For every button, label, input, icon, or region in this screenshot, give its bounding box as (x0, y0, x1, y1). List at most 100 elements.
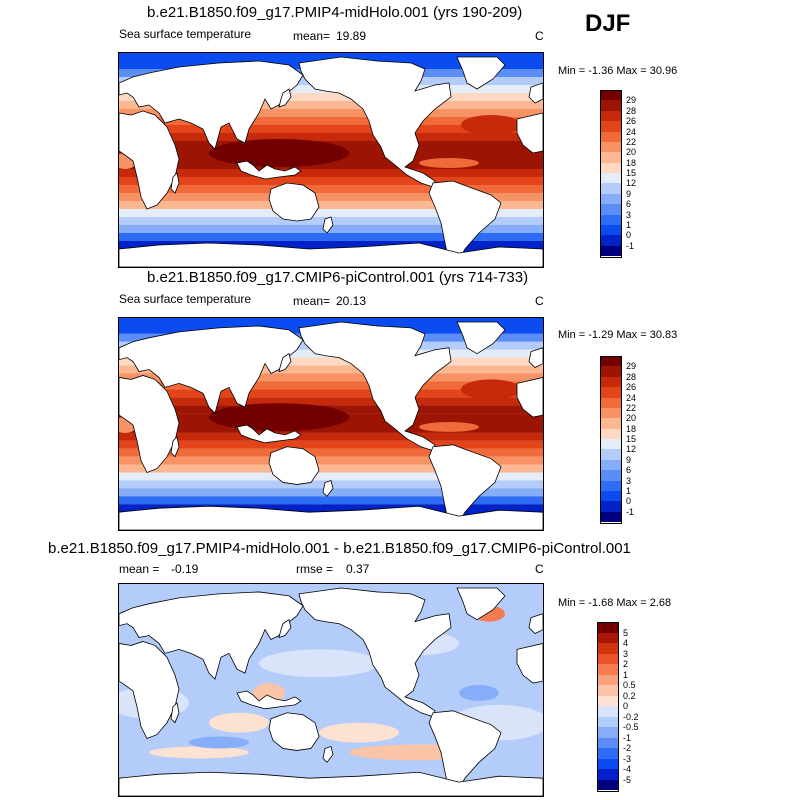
colorbar-level-label: 2 (623, 659, 629, 669)
colorbar-level-label: -0.5 (623, 722, 639, 732)
panel-1-title: b.e21.B1850.f09_g17.PMIP4-midHolo.001 (y… (147, 4, 523, 21)
panel-2-units: C (535, 294, 544, 308)
colorbar-level-label: 9 (626, 454, 632, 465)
colorbar-level-label: 0 (623, 701, 629, 711)
season-label: DJF (585, 10, 631, 37)
madagascar-landmass (170, 436, 180, 458)
madagascar-landmass (170, 702, 180, 724)
colorbar-level-label: 28 (626, 371, 637, 382)
colorbar-level-label: 20 (626, 413, 637, 424)
panel-1-mean-label: mean= (293, 29, 331, 43)
colorbar-level-label: 0.2 (623, 690, 636, 701)
panel-2-mean-value: 20.13 (336, 294, 367, 308)
antarctica-landmass (119, 242, 543, 267)
eurasia-landmass (119, 60, 304, 150)
colorbar-frame (597, 622, 619, 792)
europe-east-landmass (528, 82, 543, 104)
panel-3-colorbar: 5 4 3 2 1 0.5 0.2 0 -0.2 -0.5 -1 -2 -3 -4 -5 (597, 622, 657, 792)
colorbar-level-label: 29 (626, 361, 637, 372)
africa-landmass (119, 641, 180, 740)
indonesia-landmass (236, 160, 302, 180)
colorbar-level-label: 22 (626, 136, 637, 147)
colorbar-level-label: 1 (623, 669, 629, 680)
panel-3-mean-label: mean = (119, 562, 160, 576)
colorbar-level-label: -5 (623, 774, 632, 785)
africa-west-landmass (516, 377, 543, 418)
colorbar-level-label: 15 (626, 434, 637, 444)
colorbar-level-label: 12 (626, 444, 637, 455)
colorbar-level-label: -1 (626, 506, 635, 517)
colorbar-level-label: 3 (626, 475, 632, 486)
panel-3-map (118, 583, 544, 797)
colorbar-level-label: 1 (626, 219, 632, 230)
africa-landmass (119, 110, 180, 210)
colorbar-level-label: 5 (623, 627, 629, 638)
colorbar-level-label: 3 (626, 209, 632, 220)
colorbar-level-label: 3 (623, 648, 629, 659)
colorbar-frame (600, 356, 622, 524)
eurasia-landmass (119, 325, 304, 414)
new-zealand-landmass (322, 745, 334, 763)
panel-2-minmax: Min = -1.29 Max = 30.83 (558, 329, 678, 341)
north-america-landmass (298, 587, 452, 718)
south-america-landmass (428, 710, 502, 793)
africa-landmass (119, 375, 180, 474)
map-canvas (119, 584, 543, 796)
colorbar-level-label: 22 (626, 402, 637, 413)
colorbar-level-label: -4 (623, 764, 632, 774)
europe-east-landmass (528, 347, 543, 369)
colorbar-level-label: 26 (626, 116, 637, 127)
panel-1-mean-value: 19.89 (336, 29, 367, 43)
colorbar-level-label: 29 (626, 95, 637, 106)
map-canvas (119, 53, 543, 267)
greenland-landmass (456, 56, 506, 90)
south-america-landmass (428, 444, 502, 527)
australia-landmass (268, 712, 320, 751)
panel-1-variable: Sea surface temperature (119, 27, 252, 41)
antarctica-landmass (119, 771, 543, 796)
greenland-landmass (456, 321, 506, 355)
colorbar-level-label: 0 (626, 230, 632, 241)
colorbar-level-label: 20 (626, 147, 637, 158)
panel-3-mean-value: -0.19 (171, 562, 199, 576)
colorbar-level-label: 6 (626, 465, 632, 476)
greenland-landmass (456, 587, 506, 621)
panel-2-colorbar: 29 28 26 24 22 20 18 15 12 9 6 3 1 0 -1 (600, 356, 660, 524)
panel-1-colorbar: 29 28 26 24 22 20 18 15 12 9 6 3 1 0 -1 (600, 90, 660, 258)
africa-west-landmass (516, 643, 543, 684)
colorbar-level-label: 9 (626, 188, 632, 199)
map-canvas (119, 318, 543, 530)
panel-2-mean-label: mean= (293, 294, 331, 308)
colorbar-level-label: -1 (626, 240, 635, 251)
colorbar-level-label: -1 (623, 732, 632, 743)
antarctica-landmass (119, 505, 543, 530)
north-america-landmass (298, 321, 452, 452)
new-zealand-landmass (322, 479, 334, 497)
panel-2-title: b.e21.B1850.f09_g17.CMIP6-piControl.001 … (147, 269, 529, 286)
australia-landmass (268, 446, 320, 485)
colorbar-level-label: 12 (626, 178, 637, 189)
colorbar-level-label: -2 (623, 743, 632, 753)
colorbar-level-label: 6 (626, 199, 632, 210)
colorbar-level-label: 18 (626, 157, 637, 168)
colorbar-level-label: 24 (626, 392, 637, 403)
indonesia-landmass (236, 424, 302, 444)
colorbar-level-label: 0.5 (623, 680, 636, 690)
colorbar-level-label: 24 (626, 126, 637, 137)
colorbar-level-label: 4 (623, 638, 629, 648)
colorbar-level-label: -0.2 (623, 711, 639, 722)
panel-1-units: C (535, 29, 544, 43)
colorbar-level-label: 18 (626, 423, 637, 434)
japan-landmass (278, 88, 292, 108)
africa-west-landmass (516, 112, 543, 154)
colorbar-level-label: 28 (626, 105, 637, 116)
japan-landmass (278, 619, 292, 639)
indonesia-landmass (236, 690, 302, 710)
panel-2-variable: Sea surface temperature (119, 292, 252, 306)
colorbar-level-label: 0 (626, 496, 632, 507)
madagascar-landmass (170, 172, 180, 194)
south-america-landmass (428, 180, 502, 264)
panel-3-minmax: Min = -1.68 Max = 2.68 (558, 597, 672, 609)
australia-landmass (268, 182, 320, 222)
colorbar-level-label: 15 (626, 168, 637, 178)
